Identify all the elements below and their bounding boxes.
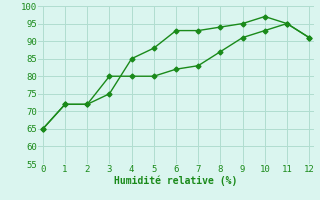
X-axis label: Humidité relative (%): Humidité relative (%) [114,176,238,186]
